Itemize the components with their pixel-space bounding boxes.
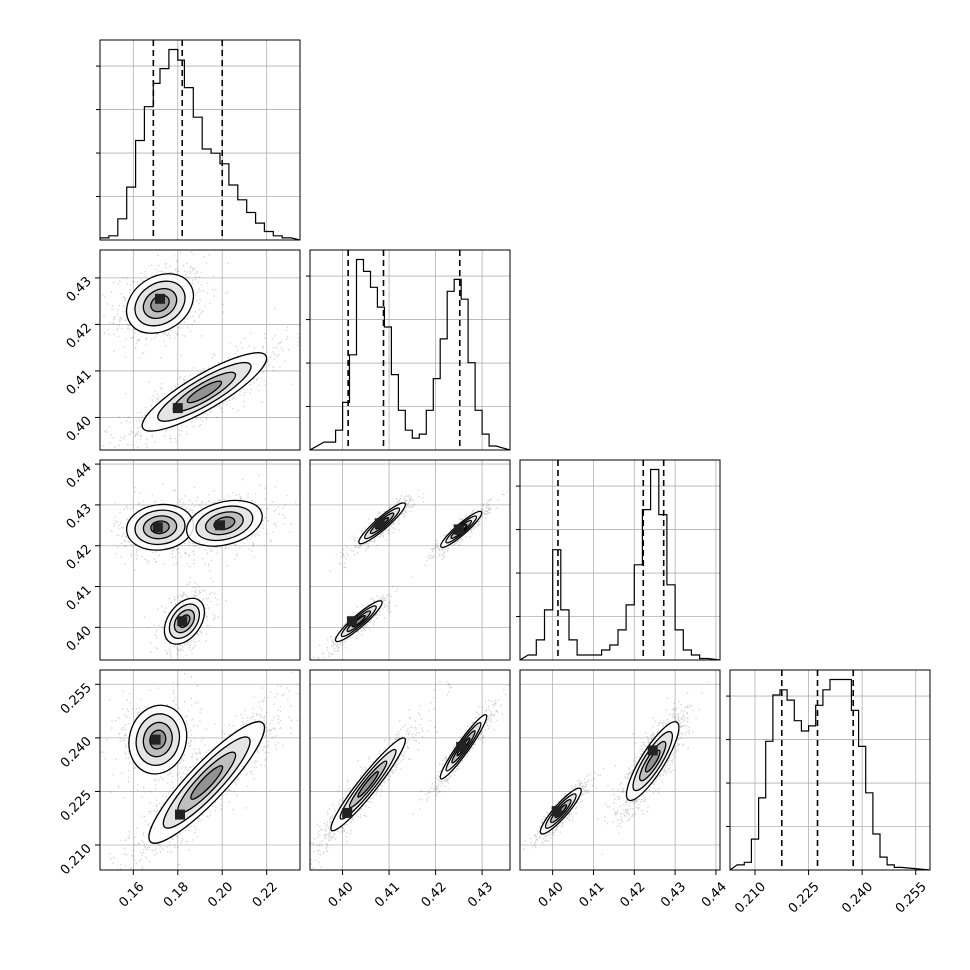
y-tick-label: 0.43	[64, 274, 95, 305]
panel-frame	[99, 459, 301, 661]
x-tick-label: 0.40	[536, 879, 567, 910]
x-tick-label: 0.44	[699, 879, 730, 910]
density-peak	[215, 520, 225, 531]
density-peak	[453, 524, 464, 535]
density-peak	[155, 293, 165, 304]
panel-content	[310, 670, 510, 870]
y-tick-label: 0.40	[64, 624, 95, 655]
panel-frame	[519, 459, 721, 661]
y-tick-label: 0.42	[64, 321, 95, 352]
density-peak	[456, 741, 467, 752]
panel-content	[310, 460, 510, 660]
pair-panel	[309, 669, 511, 871]
histogram-step	[520, 468, 720, 660]
x-tick-label: 0.20	[205, 879, 236, 910]
panel-content	[520, 670, 720, 870]
histogram-step	[100, 48, 300, 240]
x-tick-label: 0.41	[372, 879, 403, 910]
x-tick-label: 0.240	[839, 879, 876, 916]
density-peak	[150, 734, 161, 745]
x-tick-label: 0.42	[419, 879, 450, 910]
panel-frame	[99, 39, 301, 241]
scatter-points	[310, 680, 510, 869]
y-tick-label: 0.42	[64, 542, 95, 573]
y-tick-label: 0.41	[64, 367, 95, 398]
density-peak	[152, 522, 163, 533]
density-peak	[374, 518, 385, 529]
density-peak	[346, 616, 357, 627]
density-peak	[647, 745, 658, 756]
panel-frame	[99, 249, 301, 451]
x-tick-label: 0.40	[326, 879, 357, 910]
pair-panel	[99, 249, 301, 451]
panel-frame	[99, 669, 301, 871]
pair-panel	[519, 669, 721, 871]
density-peak	[172, 403, 183, 414]
histogram-panel	[726, 669, 931, 871]
panel-content	[100, 250, 300, 450]
scatter-points	[111, 474, 297, 660]
x-tick-label: 0.42	[617, 879, 648, 910]
pair-panel	[309, 459, 511, 661]
histogram-step	[730, 678, 930, 870]
x-tick-label: 0.43	[465, 879, 496, 910]
x-tick-label: 0.210	[732, 879, 769, 916]
scatter-points	[523, 681, 709, 855]
panel-frame	[309, 249, 511, 451]
density-peak	[342, 807, 353, 818]
contour	[190, 765, 224, 800]
panel-frame	[519, 669, 721, 871]
y-tick-label: 0.225	[58, 788, 95, 825]
x-tick-label: 0.43	[658, 879, 689, 910]
y-tick-label: 0.240	[58, 734, 95, 771]
y-tick-label: 0.41	[64, 583, 95, 614]
x-tick-label: 0.16	[116, 879, 147, 910]
scatter-points	[102, 251, 300, 450]
y-tick-label: 0.44	[64, 460, 95, 491]
x-tick-label: 0.225	[786, 879, 823, 916]
panel-content	[100, 460, 300, 660]
x-tick-label: 0.18	[161, 879, 192, 910]
x-tick-label: 0.41	[577, 879, 608, 910]
density-peak	[175, 809, 185, 820]
y-tick-label: 0.43	[64, 501, 95, 532]
x-tick-label: 0.255	[893, 879, 930, 916]
density-peak	[177, 616, 188, 627]
pair-panel	[99, 669, 301, 871]
density-peak	[551, 806, 562, 817]
y-tick-label: 0.210	[58, 841, 95, 878]
panel-frame	[309, 459, 511, 661]
histogram-panel	[96, 39, 301, 241]
panel-frame	[309, 669, 511, 871]
histogram-step	[310, 258, 510, 450]
panel-frame	[729, 669, 931, 871]
pair-panel	[99, 459, 301, 661]
histogram-panel	[516, 459, 721, 661]
contour	[357, 770, 380, 798]
contour	[186, 380, 223, 404]
y-tick-label: 0.40	[64, 414, 95, 445]
contour	[644, 749, 661, 773]
x-tick-label: 0.22	[250, 879, 281, 910]
panel-content	[100, 670, 300, 870]
y-tick-label: 0.255	[58, 681, 95, 718]
histogram-panel	[306, 249, 511, 451]
